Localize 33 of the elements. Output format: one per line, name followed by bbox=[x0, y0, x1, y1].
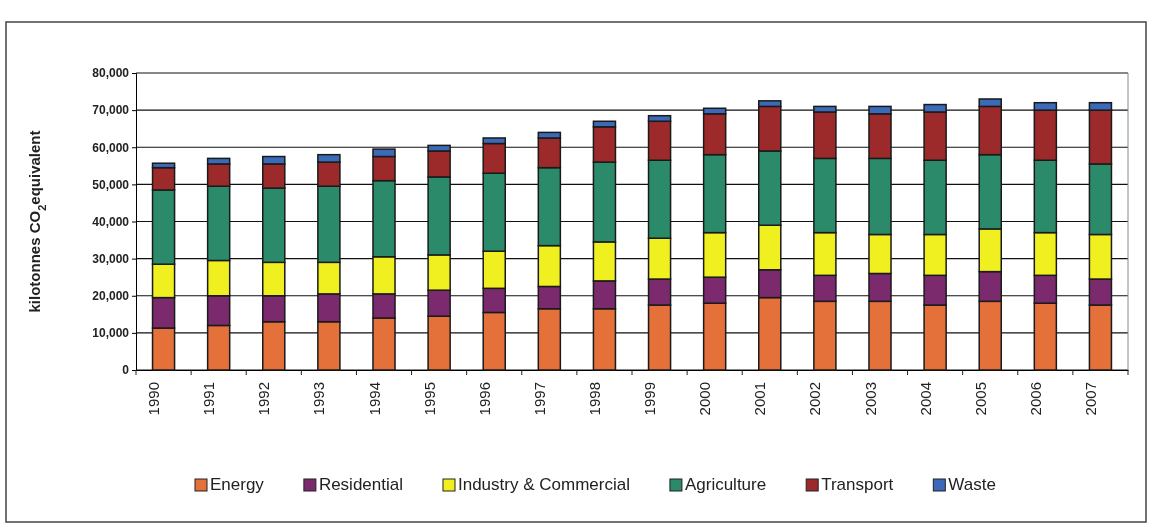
legend-label: Industry & Commercial bbox=[457, 475, 630, 494]
x-tick-label: 1991 bbox=[200, 382, 218, 416]
y-tick-label: 60,000 bbox=[92, 140, 130, 155]
x-tick-label: 1994 bbox=[365, 382, 383, 416]
x-tick-label: 1998 bbox=[585, 382, 603, 416]
x-tick-label: 1999 bbox=[641, 382, 659, 416]
x-tick-label: 2007 bbox=[1081, 382, 1099, 416]
y-tick-label: 30,000 bbox=[92, 251, 130, 266]
legend-label: Residential bbox=[318, 475, 403, 494]
x-tick-label: 1995 bbox=[420, 382, 438, 416]
x-tick-label: 1996 bbox=[475, 382, 493, 416]
x-tick-label: 1990 bbox=[145, 382, 163, 416]
y-tick-label: 10,000 bbox=[92, 326, 130, 341]
x-tick-label: 1992 bbox=[255, 382, 273, 416]
y-tick-label: 20,000 bbox=[92, 289, 130, 304]
legend-label: Energy bbox=[210, 475, 265, 494]
x-tick-label: 2001 bbox=[751, 382, 769, 416]
legend-label: Agriculture bbox=[684, 475, 767, 494]
x-tick-label: 2004 bbox=[916, 382, 934, 416]
x-tick-label: 1993 bbox=[310, 382, 328, 416]
x-tick-label: 2000 bbox=[696, 382, 714, 416]
y-tick-label: 50,000 bbox=[92, 177, 130, 192]
y-tick-label: 0 bbox=[122, 363, 130, 378]
legend-label: Waste bbox=[948, 475, 996, 494]
y-tick-label: 80,000 bbox=[92, 66, 130, 81]
y-tick-label: 40,000 bbox=[92, 214, 130, 229]
x-tick-label: 1997 bbox=[530, 382, 548, 416]
x-tick-label: 2006 bbox=[1026, 382, 1044, 416]
legend-label: Transport bbox=[821, 475, 894, 494]
x-tick-label: 2002 bbox=[806, 382, 824, 416]
x-tick-label: 2005 bbox=[971, 382, 989, 416]
y-tick-label: 70,000 bbox=[92, 103, 130, 118]
x-tick-label: 2003 bbox=[861, 382, 879, 416]
